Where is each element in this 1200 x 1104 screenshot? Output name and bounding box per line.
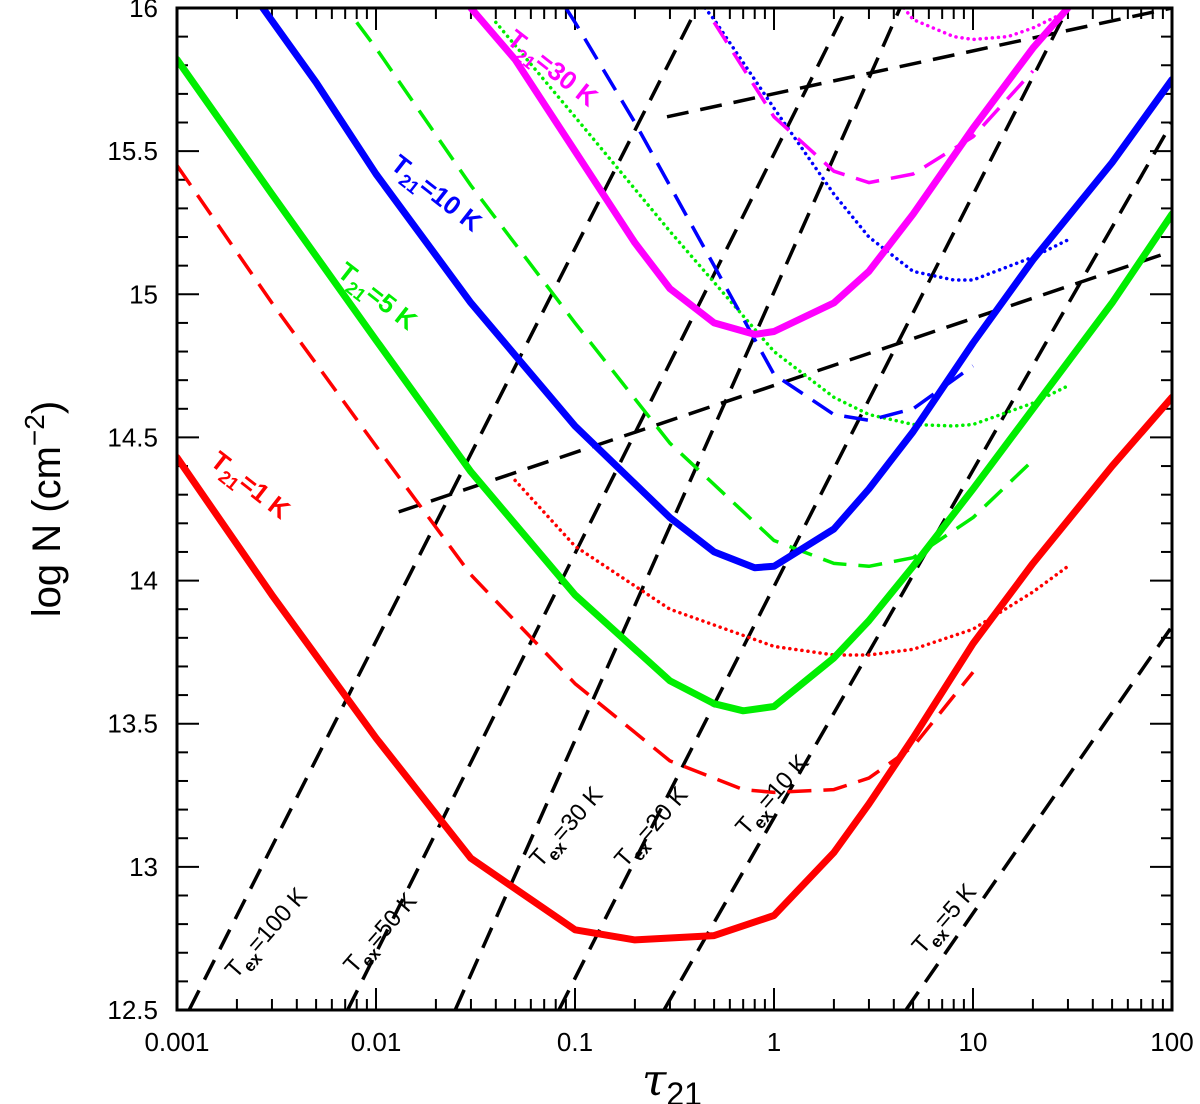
curve-dashed bbox=[177, 164, 975, 795]
x-axis-title: τ21 bbox=[642, 1055, 702, 1104]
y-axis-title-main: log N (cm bbox=[25, 446, 69, 617]
y-tick-label: 16 bbox=[129, 0, 158, 23]
curve-dotted bbox=[703, 8, 1070, 282]
x-tick-label: 0.01 bbox=[351, 1027, 402, 1057]
x-tick-label: 100 bbox=[1150, 1027, 1193, 1057]
y-axis-title-close: ) bbox=[25, 401, 69, 414]
y-axis-title-superscript: −2 bbox=[19, 414, 50, 446]
tex-label-value: =30 K bbox=[546, 782, 608, 848]
tex-label: Tex=50 K bbox=[338, 888, 426, 982]
curve-label: T21=10 K bbox=[382, 148, 487, 241]
curve-dotted bbox=[513, 478, 1070, 657]
x-axis-title-symbol: τ bbox=[642, 1055, 667, 1104]
tex-line bbox=[346, 8, 849, 1010]
tex-line bbox=[662, 121, 1172, 1010]
x-axis-title-subscript: 21 bbox=[666, 1076, 702, 1104]
tex-line bbox=[187, 8, 699, 1010]
tex-dashed-lines bbox=[187, 8, 1172, 1010]
tex-label: Tex=100 K bbox=[220, 883, 317, 987]
x-tick-labels: 0.001 0.01 0.1 1 10 100 bbox=[144, 1027, 1193, 1057]
curve-dashed bbox=[564, 8, 975, 423]
y-tick-label: 15.5 bbox=[107, 136, 158, 166]
y-tick-label: 12.5 bbox=[107, 995, 158, 1025]
tex-label: Tex=10 K bbox=[730, 750, 818, 844]
curve-dotted bbox=[494, 20, 1070, 428]
curve-solid bbox=[177, 56, 1172, 715]
tex-label: Tex=30 K bbox=[524, 782, 612, 876]
plot-frame bbox=[175, 6, 1174, 1012]
curve-solid bbox=[177, 393, 1172, 944]
y-tick-label: 13 bbox=[129, 852, 158, 882]
axis-ticks bbox=[176, 7, 1172, 1011]
tex-label-value: =10 K bbox=[752, 750, 814, 816]
curve-label-value: =10 K bbox=[414, 171, 488, 238]
x-tick-label: 1 bbox=[767, 1027, 781, 1057]
tex-line bbox=[453, 8, 902, 1010]
curve-solid bbox=[259, 8, 1172, 572]
curve-dashed bbox=[355, 21, 1035, 569]
curve-label-value: =1 K bbox=[234, 467, 296, 525]
tex-label: Tex=20 K bbox=[609, 782, 697, 876]
tex-label-value: =20 K bbox=[631, 782, 693, 848]
y-tick-label: 15 bbox=[129, 279, 158, 309]
tex-line bbox=[904, 625, 1172, 1010]
x-tick-label: 0.1 bbox=[557, 1027, 593, 1057]
curve-label: T21=30 K bbox=[498, 23, 603, 116]
curve-series bbox=[177, 8, 1172, 944]
curve-dotted bbox=[902, 8, 1070, 42]
x-tick-label: 0.001 bbox=[144, 1027, 209, 1057]
tex-label-value: =100 K bbox=[242, 883, 313, 959]
curve-dashed bbox=[712, 21, 1035, 185]
tex-line bbox=[666, 8, 1172, 119]
x-tick-label: 10 bbox=[959, 1027, 988, 1057]
tex-label-value: =50 K bbox=[360, 888, 422, 954]
y-tick-label: 13.5 bbox=[107, 709, 158, 739]
y-tick-labels: 12.5 13 13.5 14 14.5 15 15.5 16 bbox=[107, 0, 158, 1025]
tex-line bbox=[557, 8, 1070, 1010]
y-tick-label: 14 bbox=[129, 566, 158, 596]
y-tick-label: 14.5 bbox=[107, 422, 158, 452]
y-axis-title: log N (cm−2) bbox=[19, 401, 69, 617]
